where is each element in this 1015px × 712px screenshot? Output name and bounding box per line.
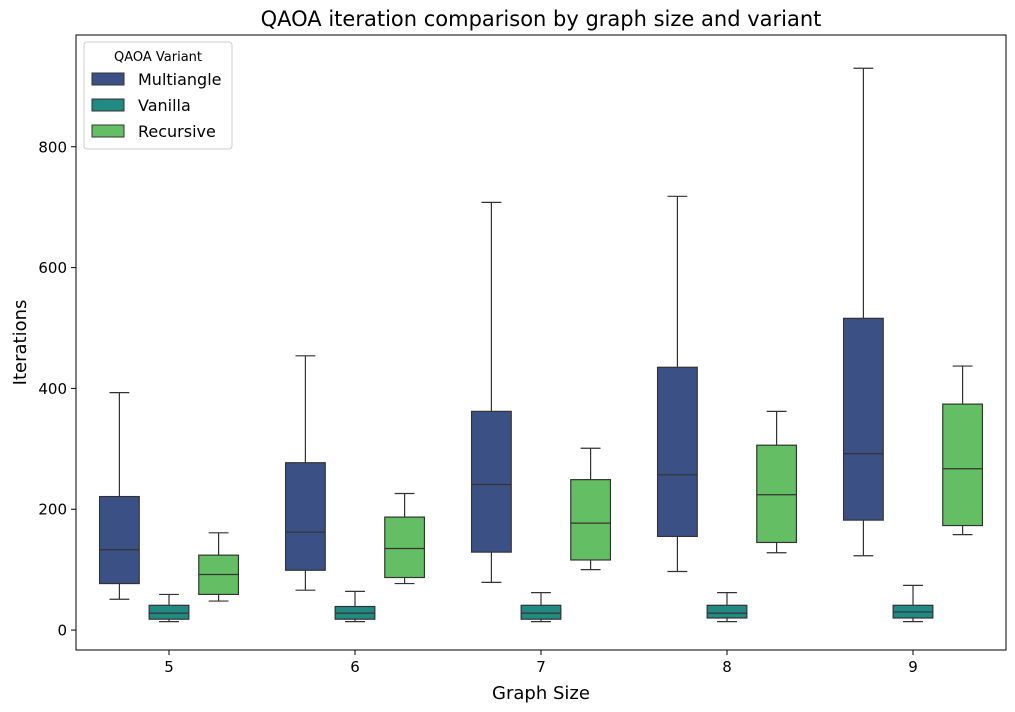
box-vanilla-8	[706, 592, 748, 623]
legend-label-multiangle: Multiangle	[138, 70, 222, 89]
legend-label-vanilla: Vanilla	[138, 96, 191, 115]
iqr-box	[470, 410, 512, 553]
box-multiangle-9	[842, 67, 884, 557]
iqr-box	[842, 317, 884, 521]
iqr-box	[706, 604, 748, 619]
x-axis-label: Graph Size	[492, 683, 590, 704]
iqr-box	[520, 604, 562, 620]
box-recursive-5	[198, 532, 240, 602]
box-recursive-9	[942, 365, 984, 536]
y-tick-label: 800	[38, 138, 67, 156]
x-tick-label: 7	[536, 658, 546, 676]
iqr-box	[148, 604, 190, 620]
legend-label-recursive: Recursive	[138, 122, 216, 141]
iqr-box	[570, 479, 612, 561]
x-tick-label: 6	[350, 658, 360, 676]
legend-frame	[83, 41, 233, 150]
iqr-box	[756, 444, 798, 544]
box-recursive-7	[570, 447, 612, 571]
legend-title: QAOA Variant	[114, 50, 202, 65]
x-tick-label: 5	[164, 658, 174, 676]
box-multiangle-5	[98, 392, 140, 600]
box-recursive-6	[384, 492, 426, 585]
box-multiangle-6	[284, 355, 326, 591]
box-vanilla-6	[334, 590, 376, 623]
box-recursive-8	[756, 410, 798, 554]
iqr-box	[384, 516, 426, 579]
box-multiangle-8	[656, 195, 698, 573]
legend-swatch-multiangle	[91, 72, 125, 86]
legend: QAOA Variant Multiangle Vanilla Recursive	[83, 41, 233, 150]
iqr-box	[98, 495, 140, 585]
iqr-box	[284, 462, 326, 571]
y-tick-label: 200	[38, 501, 67, 519]
x-tick-label: 8	[722, 658, 732, 676]
chart-title: QAOA iteration comparison by graph size …	[261, 7, 822, 31]
y-tick-label: 0	[57, 622, 67, 640]
plot-area	[98, 67, 984, 623]
y-tick-label: 400	[38, 380, 67, 398]
box-multiangle-7	[470, 201, 512, 583]
y-axis-label: Iterations	[10, 300, 31, 386]
box-vanilla-5	[148, 593, 190, 623]
box-vanilla-7	[520, 592, 562, 623]
x-tick-label: 9	[908, 658, 918, 676]
iqr-box	[942, 403, 984, 527]
box-vanilla-9	[892, 584, 934, 623]
y-tick-label: 600	[38, 259, 67, 277]
legend-swatch-recursive	[91, 124, 125, 138]
legend-swatch-vanilla	[91, 98, 125, 112]
axes: 0 200 400 600 800 5 6 7 8 9	[38, 138, 917, 676]
iqr-box	[656, 366, 698, 538]
